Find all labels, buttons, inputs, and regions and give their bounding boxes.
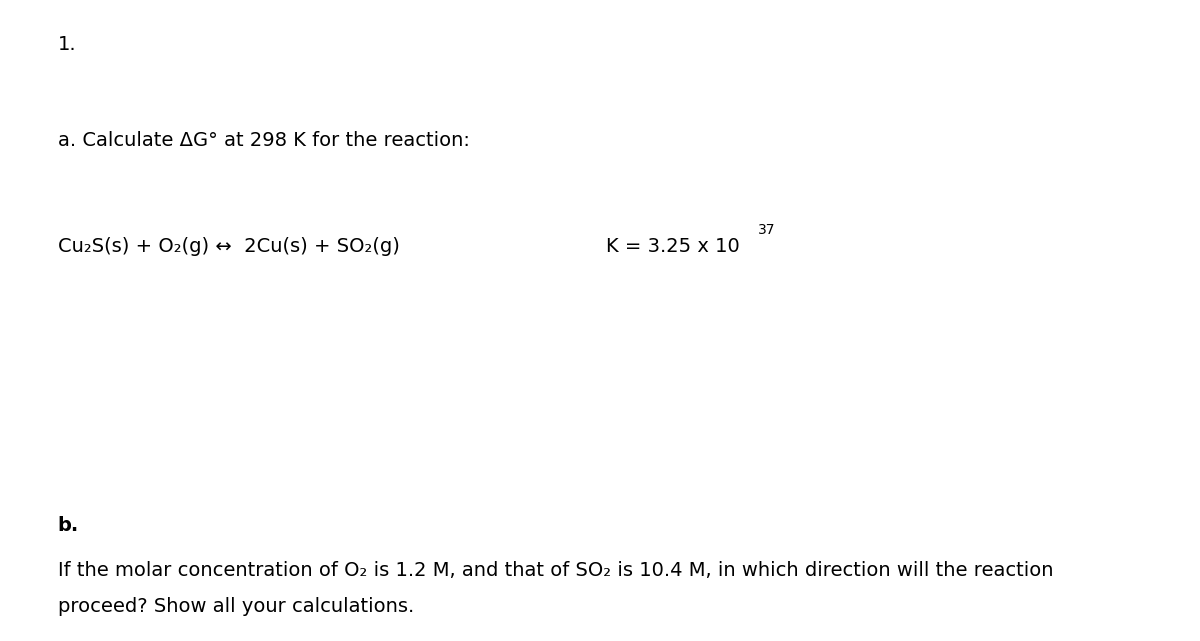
Text: If the molar concentration of O₂ is 1.2 M, and that of SO₂ is 10.4 M, in which d: If the molar concentration of O₂ is 1.2 … [58,561,1054,580]
Text: b.: b. [58,516,79,535]
Text: K = 3.25 x 10: K = 3.25 x 10 [606,237,739,256]
Text: a. Calculate ΔG° at 298 K for the reaction:: a. Calculate ΔG° at 298 K for the reacti… [58,131,469,151]
Text: 37: 37 [758,223,776,237]
Text: proceed? Show all your calculations.: proceed? Show all your calculations. [58,597,414,617]
Text: 1.: 1. [58,35,77,54]
Text: Cu₂S(s) + O₂(g) ↔  2Cu(s) + SO₂(g): Cu₂S(s) + O₂(g) ↔ 2Cu(s) + SO₂(g) [58,237,400,256]
